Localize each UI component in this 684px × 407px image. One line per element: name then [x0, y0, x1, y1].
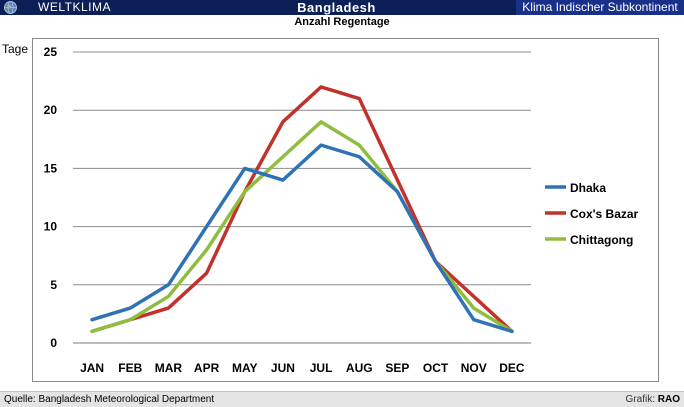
credit-name: RAO	[658, 394, 680, 405]
y-tick-label: 25	[44, 45, 58, 59]
graphic-credit: Grafik: RAO	[626, 392, 680, 407]
x-tick-label: FEB	[118, 361, 142, 375]
x-tick-label: MAY	[232, 361, 258, 375]
legend-label-2: Cox's Bazar	[570, 207, 639, 221]
x-tick-label: MAR	[155, 361, 183, 375]
x-tick-label: JAN	[80, 361, 104, 375]
source-note: Quelle: Bangladesh Meteorological Depart…	[4, 392, 214, 407]
legend-label-1: Dhaka	[570, 181, 606, 195]
y-tick-label: 15	[44, 161, 58, 175]
x-tick-label: APR	[194, 361, 220, 375]
x-tick-label: JUL	[310, 361, 333, 375]
y-tick-label: 10	[44, 220, 58, 234]
y-tick-label: 5	[50, 278, 57, 292]
rain-days-chart: 0 5 10 15 20 25 JAN FEB MAR APR MAY JUN JUL AUG SEP OCT…	[0, 0, 684, 391]
x-tick-label: SEP	[385, 361, 409, 375]
legend-label-3: Chittagong	[570, 233, 633, 247]
x-tick-label: JUN	[271, 361, 295, 375]
x-tick-label: OCT	[423, 361, 449, 375]
credit-prefix: Grafik:	[626, 394, 658, 405]
footer-bar: Quelle: Bangladesh Meteorological Depart…	[0, 391, 684, 407]
y-tick-label: 20	[44, 103, 58, 117]
x-tick-label: DEC	[499, 361, 525, 375]
x-tick-label: NOV	[461, 361, 487, 375]
x-tick-label: AUG	[346, 361, 373, 375]
y-tick-label: 0	[50, 336, 57, 350]
